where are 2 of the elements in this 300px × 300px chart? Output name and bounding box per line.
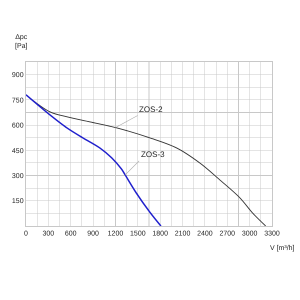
annotation: ZOS-3 xyxy=(141,150,166,159)
annotation: ZOS-2 xyxy=(139,105,164,114)
